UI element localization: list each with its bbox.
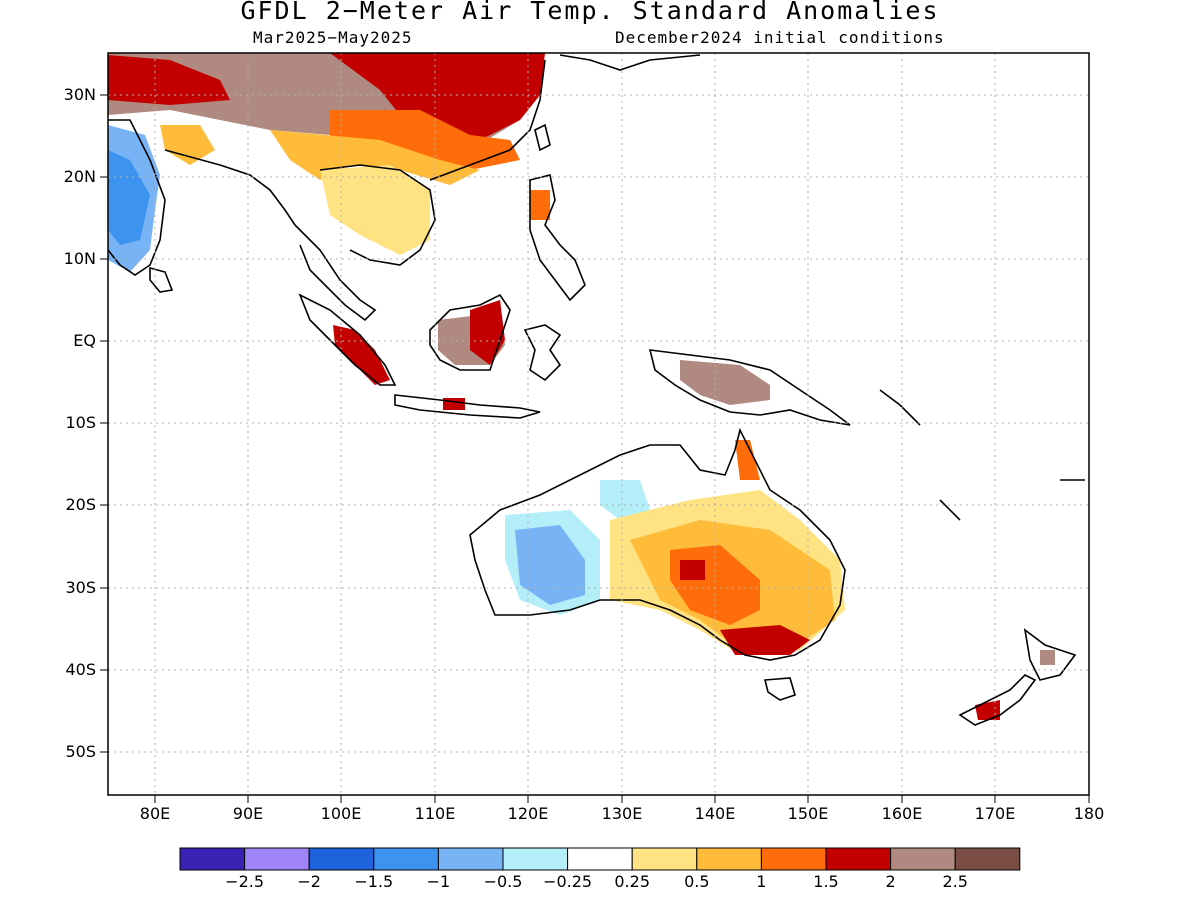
colorbar-label: 2 xyxy=(885,872,896,891)
australia-red-spot xyxy=(680,560,705,580)
china-red-anomaly xyxy=(330,53,545,140)
pacific-islands xyxy=(879,389,1085,521)
colorbar-swatch xyxy=(373,847,439,871)
newguinea-brown-anomaly xyxy=(680,360,770,405)
china-coast xyxy=(429,59,546,181)
lon-label-90e: 90E xyxy=(232,804,264,823)
lon-label-100e: 100E xyxy=(320,804,362,823)
colorbar-label: −2.5 xyxy=(225,872,265,891)
colorbar-swatch xyxy=(631,847,698,871)
coastlines xyxy=(108,54,1085,726)
gridlines xyxy=(108,53,1089,795)
lat-label-20n: 20N xyxy=(63,167,96,186)
anomaly-fields xyxy=(108,53,1055,720)
tick-marks xyxy=(100,94,1090,803)
colorbar-swatch xyxy=(890,847,956,871)
map-title: GFDL 2−Meter Air Temp. Standard Anomalie… xyxy=(240,0,940,25)
lon-label-120e: 120E xyxy=(507,804,549,823)
colorbar-swatch xyxy=(567,847,633,871)
colorbar-label: −0.25 xyxy=(543,872,593,891)
map-frame xyxy=(107,52,1090,796)
lat-label-40s: 40S xyxy=(65,660,96,679)
taiwan-outline xyxy=(534,123,551,152)
colorbar-swatch xyxy=(954,847,1021,871)
tasmania-outline xyxy=(763,677,796,701)
colorbar-label: 1 xyxy=(756,872,767,891)
colorbar-label: −1 xyxy=(426,872,451,891)
indochina-coast xyxy=(319,164,436,266)
colorbar-label: −0.5 xyxy=(483,872,523,891)
nz-north-island xyxy=(1023,628,1077,681)
luzon-orange-anomaly xyxy=(530,190,550,220)
lat-label-30n: 30N xyxy=(63,85,96,104)
australia-cool-core xyxy=(515,525,585,605)
malay-peninsula xyxy=(294,224,377,322)
lat-label-30s: 30S xyxy=(65,578,96,597)
australia-central-cool xyxy=(600,480,650,520)
borneo-outline xyxy=(429,293,511,371)
colorbar-label: 1.5 xyxy=(813,872,839,891)
india-coastline xyxy=(108,119,166,276)
forecast-period: Mar2025−May2025 xyxy=(253,28,413,47)
lat-label-50s: 50S xyxy=(65,742,96,761)
lon-label-140e: 140E xyxy=(694,804,736,823)
lat-label-10s: 10S xyxy=(65,413,96,432)
colorbar-swatch xyxy=(502,847,569,871)
newguinea-outline xyxy=(648,349,851,426)
lon-label-170e: 170E xyxy=(974,804,1016,823)
colorbar-label: 2.5 xyxy=(942,872,968,891)
lat-label-10n: 10N xyxy=(63,249,96,268)
bay-of-bengal-coast xyxy=(164,149,296,226)
indochina-light-anomaly xyxy=(320,165,430,255)
colorbar-swatch xyxy=(760,847,827,871)
colorbar-swatch xyxy=(244,847,310,871)
lat-label-20s: 20S xyxy=(65,495,96,514)
lon-label-130e: 130E xyxy=(601,804,643,823)
australia-southeast-red xyxy=(720,625,810,655)
colorbar-label: 0.5 xyxy=(684,872,710,891)
cape-york-anomaly xyxy=(735,440,760,480)
sumatra-outline xyxy=(298,293,397,386)
nz-brown-anomaly xyxy=(1040,650,1055,665)
java-outline xyxy=(394,394,541,419)
china-orange-anomaly xyxy=(330,110,520,170)
colorbar-swatch xyxy=(179,847,246,871)
india-cold-core xyxy=(108,150,150,245)
lat-label-eq: EQ xyxy=(73,331,96,350)
colorbar-swatch xyxy=(696,847,762,871)
lon-label-80e: 80E xyxy=(139,804,171,823)
india-north-red xyxy=(108,55,230,105)
sumatra-red-anomaly xyxy=(333,325,390,385)
japan-outline xyxy=(559,54,701,71)
philippines-outline xyxy=(529,174,586,302)
colorbar-swatch xyxy=(308,847,375,871)
colorbar-label: 0.25 xyxy=(614,872,650,891)
lon-label-150e: 150E xyxy=(787,804,829,823)
lon-label-110e: 110E xyxy=(414,804,456,823)
lon-label-180: 180 xyxy=(1073,804,1105,823)
initial-conditions: December2024 initial conditions xyxy=(615,28,945,47)
colorbar-label: −2 xyxy=(297,872,321,891)
nz-south-island xyxy=(958,674,1037,726)
colorbar-label: −1.5 xyxy=(354,872,394,891)
australia-coastline xyxy=(469,427,846,661)
srilanka-coastline xyxy=(149,266,174,293)
colorbar-swatch xyxy=(825,847,892,871)
bangladesh-orange xyxy=(160,125,215,165)
sulawesi-outline xyxy=(523,324,562,382)
colorbar-swatch xyxy=(437,847,504,871)
lon-label-160e: 160E xyxy=(881,804,923,823)
